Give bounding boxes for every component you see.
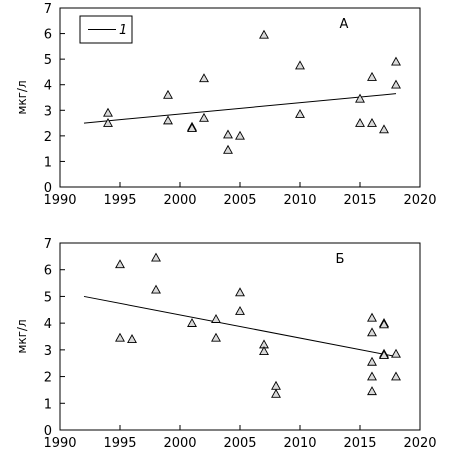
data-point bbox=[187, 318, 197, 327]
data-point bbox=[355, 117, 365, 127]
x-tick-label: 2000 bbox=[163, 436, 196, 451]
x-tick-label: 2000 bbox=[163, 193, 196, 208]
data-point bbox=[271, 380, 281, 390]
x-tick-label: 2020 bbox=[403, 436, 436, 451]
data-point bbox=[391, 56, 401, 66]
x-tick-label: 2005 bbox=[223, 436, 256, 451]
data-point bbox=[391, 371, 401, 381]
data-point bbox=[355, 93, 365, 103]
y-tick-label: 6 bbox=[44, 264, 52, 279]
data-point bbox=[223, 144, 233, 154]
data-point bbox=[379, 124, 389, 134]
y-tick-label: 0 bbox=[44, 424, 52, 439]
data-point bbox=[223, 129, 233, 139]
trend-line bbox=[83, 93, 397, 124]
data-point bbox=[151, 284, 161, 294]
data-point bbox=[259, 346, 269, 356]
data-point bbox=[103, 117, 113, 127]
y-tick-label: 4 bbox=[44, 79, 52, 94]
y-tick-label: 2 bbox=[44, 130, 52, 145]
x-tick-label: 1990 bbox=[43, 193, 76, 208]
data-point bbox=[391, 79, 401, 89]
data-point bbox=[367, 356, 377, 366]
chart-panel-1: 1990 1995 2000 2005 2010 2015 2020 0 1 2 3 4 5 6 7 мкг/… bbox=[15, 2, 437, 208]
data-point bbox=[367, 386, 377, 396]
y-tick-label: 1 bbox=[44, 397, 52, 412]
data-point bbox=[115, 332, 125, 342]
x-tick-label: 2020 bbox=[403, 193, 436, 208]
data-point bbox=[127, 334, 137, 343]
y-tick-label: 4 bbox=[44, 317, 52, 332]
x-tick-label: 1995 bbox=[103, 193, 136, 208]
y-axis-label: мкг/л bbox=[15, 319, 29, 353]
y-tick-label: 6 bbox=[44, 28, 52, 43]
x-tick-label: 2015 bbox=[343, 436, 376, 451]
x-tick-label: 2015 bbox=[343, 193, 376, 208]
data-point bbox=[367, 327, 377, 337]
data-point bbox=[103, 107, 113, 117]
data-point bbox=[211, 314, 221, 323]
y-tick-label: 0 bbox=[44, 181, 52, 196]
y-tick-label: 1 bbox=[44, 155, 52, 170]
chart-panel-2: 1990 1995 2000 2005 2010 2015 2020 0 1 2 3 4 5 6 7 мкг/… bbox=[15, 237, 437, 451]
y-tick-label: 3 bbox=[44, 104, 52, 119]
y-axis-label: мкг/л bbox=[15, 80, 29, 114]
data-point bbox=[199, 112, 209, 122]
y-tick-label: 5 bbox=[44, 290, 52, 305]
x-tick-label: 1990 bbox=[43, 436, 76, 451]
y-tick-label: 7 bbox=[44, 237, 52, 252]
data-point bbox=[367, 117, 377, 127]
data-point bbox=[391, 348, 401, 358]
data-point bbox=[151, 252, 161, 262]
data-point bbox=[199, 73, 209, 83]
data-point bbox=[367, 312, 377, 322]
x-tick-label: 2005 bbox=[223, 193, 256, 208]
y-tick-label: 7 bbox=[44, 2, 52, 17]
data-point bbox=[115, 259, 125, 269]
trend-line bbox=[83, 295, 397, 358]
data-point bbox=[379, 319, 389, 329]
data-point bbox=[211, 332, 221, 342]
plot-frame bbox=[59, 242, 421, 431]
data-point bbox=[187, 123, 197, 132]
y-tick-label: 5 bbox=[44, 53, 52, 68]
data-point bbox=[235, 305, 245, 315]
panel-label: Б bbox=[336, 252, 345, 267]
data-point bbox=[295, 60, 305, 70]
x-tick-label: 2010 bbox=[283, 193, 316, 208]
data-point bbox=[235, 287, 245, 297]
data-point bbox=[367, 371, 377, 381]
data-point bbox=[163, 115, 173, 125]
data-point bbox=[163, 89, 173, 99]
data-point bbox=[259, 29, 269, 39]
data-point bbox=[379, 350, 389, 360]
data-point bbox=[235, 130, 245, 140]
legend-label: 1 bbox=[119, 23, 127, 38]
panel-label: А bbox=[340, 17, 349, 32]
y-tick-label: 3 bbox=[44, 344, 52, 359]
x-tick-label: 2010 bbox=[283, 436, 316, 451]
x-tick-label: 1995 bbox=[103, 436, 136, 451]
data-point bbox=[271, 388, 281, 398]
legend: 1 bbox=[79, 15, 133, 44]
data-point bbox=[367, 71, 377, 81]
data-point bbox=[295, 108, 305, 118]
y-tick-label: 2 bbox=[44, 371, 52, 386]
